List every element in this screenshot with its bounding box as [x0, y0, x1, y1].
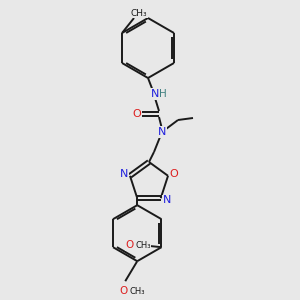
Text: CH₃: CH₃ [129, 287, 145, 296]
Text: N: N [163, 195, 171, 205]
Text: N: N [120, 169, 128, 179]
Text: CH₃: CH₃ [131, 8, 147, 17]
Text: O: O [169, 169, 178, 179]
Text: H: H [159, 89, 167, 99]
Text: O: O [133, 109, 141, 119]
Text: O: O [125, 240, 134, 250]
Text: O: O [119, 286, 128, 296]
Text: CH₃: CH₃ [136, 241, 151, 250]
Text: N: N [151, 89, 159, 99]
Text: N: N [158, 127, 166, 137]
